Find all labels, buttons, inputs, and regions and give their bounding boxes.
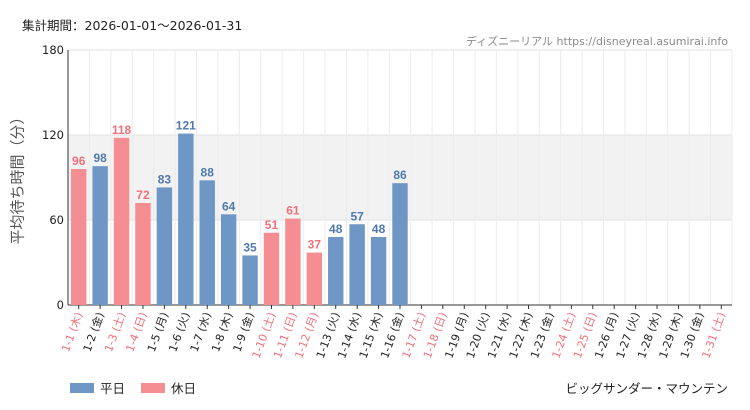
legend-label-holiday: 休日 xyxy=(171,381,197,396)
bar-value-label: 35 xyxy=(243,240,257,254)
bar-value-label: 72 xyxy=(136,188,150,202)
bar xyxy=(306,252,323,305)
bar xyxy=(285,218,301,305)
bar xyxy=(370,237,387,305)
bar xyxy=(328,237,344,305)
bar-value-label: 96 xyxy=(72,154,86,168)
bar-value-label: 121 xyxy=(176,119,196,133)
bar-value-label: 88 xyxy=(201,165,215,179)
legend-label-weekday: 平日 xyxy=(100,381,126,396)
legend-swatch-weekday xyxy=(70,382,94,393)
y-tick-label: 120 xyxy=(42,128,64,142)
legend-item-holiday: 休日 xyxy=(141,378,196,397)
source-credit: ディズニーリアル https://disneyreal.asumirai.inf… xyxy=(465,35,728,48)
bar xyxy=(135,203,151,305)
bar-value-label: 48 xyxy=(329,222,343,236)
period-label: 集計期間：2026-01-01〜2026-01-31 xyxy=(22,18,243,33)
bar-value-label: 57 xyxy=(350,209,364,223)
legend-item-weekday: 平日 xyxy=(70,378,125,397)
bar xyxy=(199,180,215,305)
bar-value-label: 61 xyxy=(286,204,300,218)
bar xyxy=(242,255,258,305)
bar-value-label: 37 xyxy=(308,238,322,252)
bar-value-label: 64 xyxy=(222,199,236,213)
bar-value-label: 48 xyxy=(372,222,386,236)
y-tick-label: 60 xyxy=(49,213,64,227)
y-tick-label: 0 xyxy=(57,298,64,312)
bar xyxy=(70,169,87,305)
bar xyxy=(178,133,194,305)
bar-value-label: 86 xyxy=(393,168,407,182)
y-tick-label: 180 xyxy=(42,43,64,57)
legend: 平日 休日 xyxy=(70,378,196,397)
attraction-name: ビッグサンダー・マウンテン xyxy=(565,381,728,396)
legend-swatch-holiday xyxy=(141,382,166,393)
bar xyxy=(392,183,408,305)
bar-value-label: 83 xyxy=(158,172,172,186)
bar xyxy=(156,187,173,305)
bar xyxy=(92,166,108,305)
bar-value-label: 51 xyxy=(265,218,279,232)
bar-value-label: 118 xyxy=(112,123,132,137)
bar-value-label: 98 xyxy=(93,151,107,165)
bar xyxy=(263,232,280,305)
bar xyxy=(220,214,237,305)
bar xyxy=(113,137,130,305)
bar xyxy=(349,224,365,305)
